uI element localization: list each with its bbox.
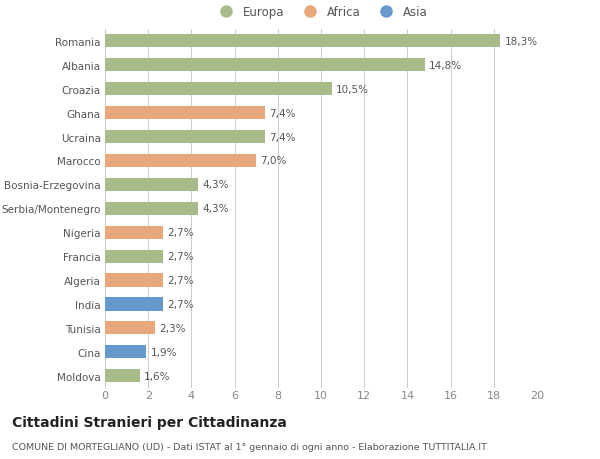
Text: 4,3%: 4,3% [202, 180, 229, 190]
Text: 1,6%: 1,6% [144, 371, 170, 381]
Bar [105, 107, 265, 120]
Bar [105, 131, 265, 144]
Text: 10,5%: 10,5% [336, 84, 369, 95]
Text: 4,3%: 4,3% [202, 204, 229, 214]
Text: 2,3%: 2,3% [159, 323, 185, 333]
Text: 18,3%: 18,3% [505, 37, 538, 47]
Bar [105, 298, 163, 311]
Bar [105, 202, 198, 215]
Bar [105, 83, 332, 96]
Text: 14,8%: 14,8% [429, 61, 462, 71]
Bar [105, 250, 163, 263]
Text: 2,7%: 2,7% [167, 228, 194, 238]
Bar [105, 226, 163, 239]
Bar [105, 322, 155, 335]
Text: 2,7%: 2,7% [167, 252, 194, 262]
Bar [105, 179, 198, 191]
Text: COMUNE DI MORTEGLIANO (UD) - Dati ISTAT al 1° gennaio di ogni anno - Elaborazion: COMUNE DI MORTEGLIANO (UD) - Dati ISTAT … [12, 442, 487, 451]
Bar [105, 346, 146, 358]
Bar [105, 369, 140, 382]
Text: 2,7%: 2,7% [167, 299, 194, 309]
Text: Cittadini Stranieri per Cittadinanza: Cittadini Stranieri per Cittadinanza [12, 415, 287, 429]
Bar [105, 274, 163, 287]
Bar [105, 59, 425, 72]
Legend: Europa, Africa, Asia: Europa, Africa, Asia [212, 4, 430, 21]
Text: 7,4%: 7,4% [269, 132, 296, 142]
Text: 7,0%: 7,0% [260, 156, 287, 166]
Text: 1,9%: 1,9% [151, 347, 177, 357]
Text: 7,4%: 7,4% [269, 108, 296, 118]
Bar [105, 35, 500, 48]
Text: 2,7%: 2,7% [167, 275, 194, 285]
Bar [105, 155, 256, 168]
